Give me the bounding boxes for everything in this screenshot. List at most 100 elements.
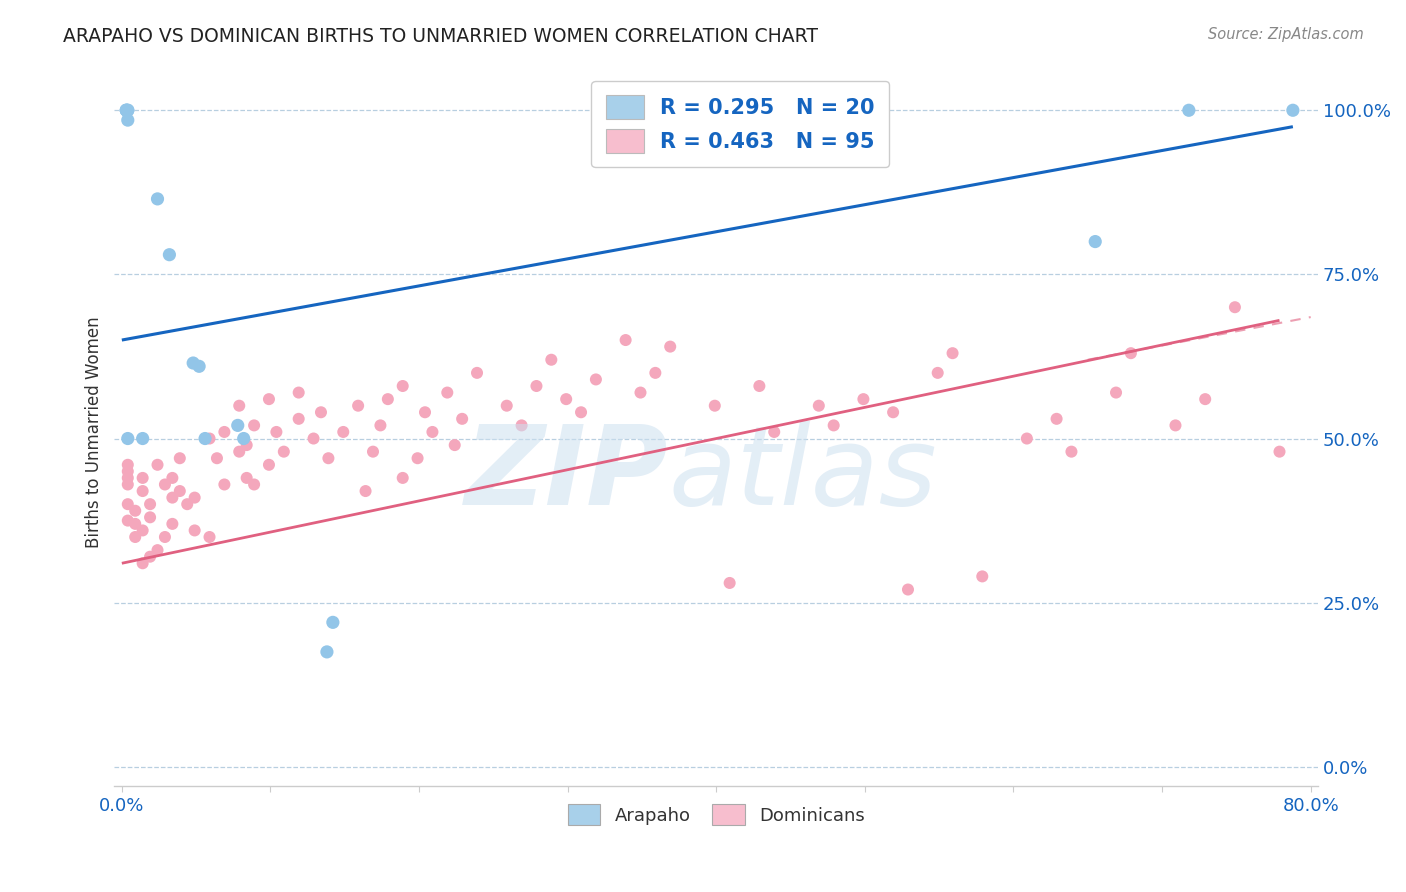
Point [370, 418, 392, 433]
Point [763, 425, 786, 439]
Point [146, 192, 169, 206]
Point [169, 451, 191, 466]
Point [115, 103, 138, 118]
Point [139, 510, 162, 524]
Point [146, 458, 169, 472]
Point [117, 103, 139, 118]
Point [124, 516, 146, 531]
Point [852, 392, 875, 406]
Point [287, 412, 309, 426]
Text: atlas: atlas [668, 421, 936, 528]
Point [183, 524, 205, 538]
Point [354, 484, 377, 499]
Point [413, 405, 436, 419]
Point [181, 356, 204, 370]
Point [377, 392, 399, 406]
Point [153, 530, 176, 544]
Point [436, 385, 458, 400]
Point [131, 484, 153, 499]
Point [1105, 385, 1128, 400]
Point [391, 471, 413, 485]
Point [807, 399, 830, 413]
Point [644, 366, 666, 380]
Point [228, 399, 250, 413]
Point [1045, 412, 1067, 426]
Point [451, 412, 474, 426]
Point [139, 497, 162, 511]
Point [1119, 346, 1142, 360]
Point [188, 359, 211, 374]
Point [361, 444, 384, 458]
Point [243, 477, 266, 491]
Point [1084, 235, 1107, 249]
Point [115, 103, 138, 118]
Text: ARAPAHO VS DOMINICAN BIRTHS TO UNMARRIED WOMEN CORRELATION CHART: ARAPAHO VS DOMINICAN BIRTHS TO UNMARRIED… [63, 27, 818, 45]
Point [422, 425, 444, 439]
Point [214, 477, 236, 491]
Point [243, 418, 266, 433]
Point [347, 399, 370, 413]
Point [391, 379, 413, 393]
Point [139, 549, 162, 564]
Point [117, 471, 139, 485]
Point [176, 497, 198, 511]
Point [131, 471, 153, 485]
Point [555, 392, 578, 406]
Point [309, 405, 332, 419]
Point [146, 543, 169, 558]
Point [495, 399, 517, 413]
Point [124, 504, 146, 518]
Point [718, 576, 741, 591]
Point [257, 392, 280, 406]
Point [941, 346, 963, 360]
Point [823, 418, 845, 433]
Point [927, 366, 949, 380]
Point [117, 432, 139, 446]
Point [614, 333, 637, 347]
Point [703, 399, 725, 413]
Point [214, 425, 236, 439]
Point [235, 438, 257, 452]
Point [316, 645, 339, 659]
Point [569, 405, 592, 419]
Point [882, 405, 904, 419]
Point [162, 491, 184, 505]
Point [287, 385, 309, 400]
Point [1164, 418, 1187, 433]
Point [972, 569, 994, 583]
Point [748, 379, 770, 393]
Point [465, 366, 488, 380]
Point [443, 438, 465, 452]
Point [332, 425, 354, 439]
Point [117, 103, 139, 118]
Point [1282, 103, 1305, 118]
Point [1223, 300, 1246, 314]
Point [630, 385, 652, 400]
Point [162, 516, 184, 531]
Point [198, 530, 221, 544]
Point [302, 432, 325, 446]
Point [1268, 444, 1291, 458]
Point [183, 491, 205, 505]
Point [228, 444, 250, 458]
Point [162, 471, 184, 485]
Text: ZIP: ZIP [464, 421, 668, 528]
Point [194, 432, 217, 446]
Point [226, 418, 249, 433]
Point [117, 514, 139, 528]
Point [273, 444, 295, 458]
Point [1194, 392, 1216, 406]
Point [266, 425, 288, 439]
Point [1178, 103, 1201, 118]
Point [897, 582, 920, 597]
Y-axis label: Births to Unmarried Women: Births to Unmarried Women [86, 316, 103, 548]
Point [169, 484, 191, 499]
Point [1060, 444, 1083, 458]
Point [131, 524, 153, 538]
Point [257, 458, 280, 472]
Point [124, 530, 146, 544]
Point [157, 248, 180, 262]
Point [322, 615, 344, 630]
Point [659, 340, 682, 354]
Point [117, 477, 139, 491]
